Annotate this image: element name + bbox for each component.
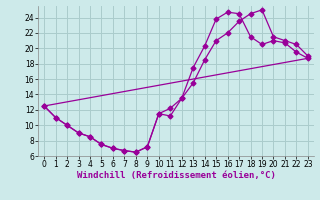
X-axis label: Windchill (Refroidissement éolien,°C): Windchill (Refroidissement éolien,°C) (76, 171, 276, 180)
